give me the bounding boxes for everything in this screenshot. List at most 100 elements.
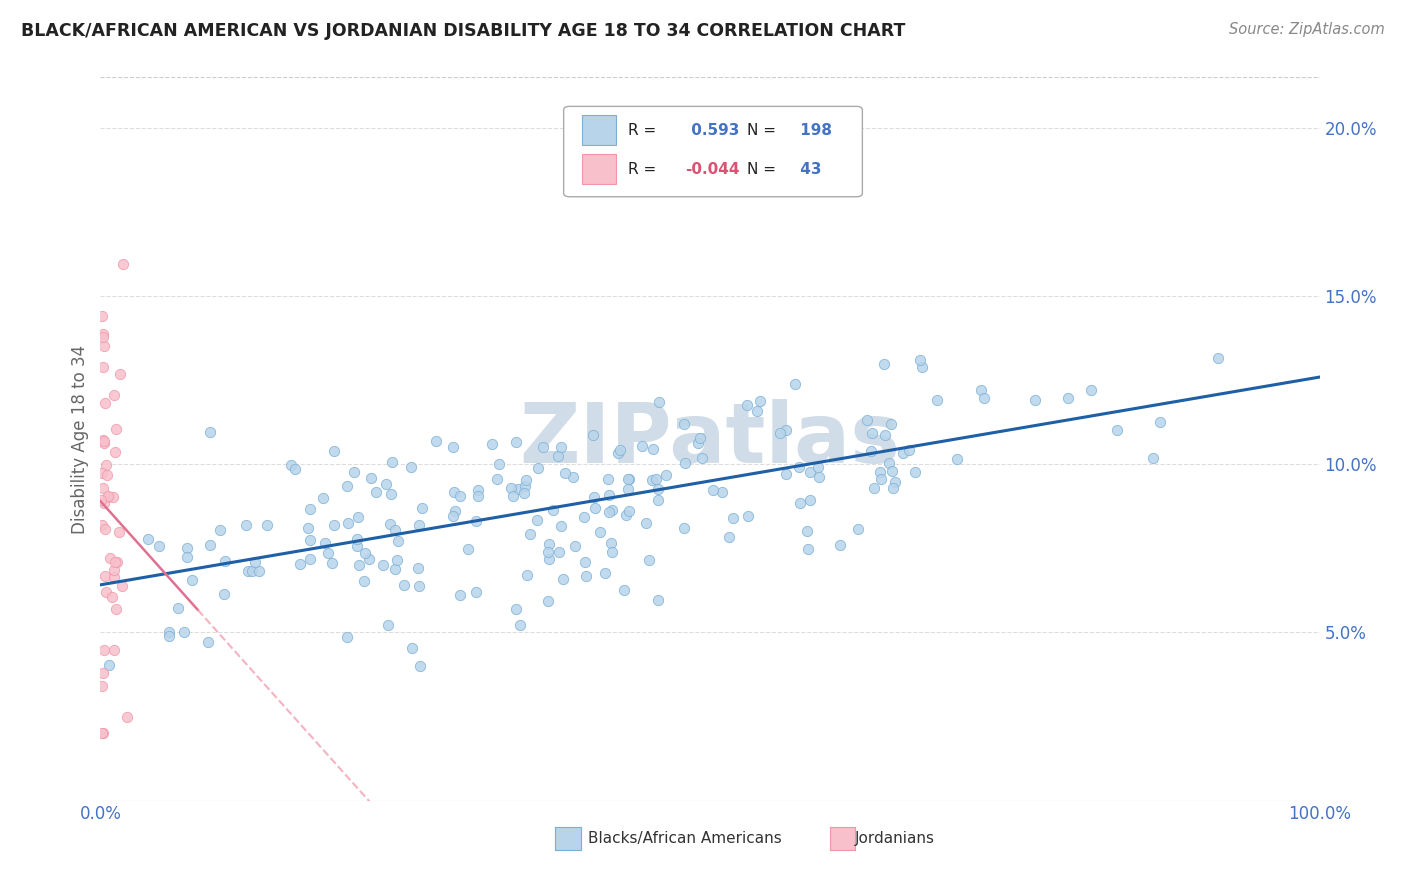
Point <box>702 483 724 498</box>
Point <box>235 518 257 533</box>
Point <box>564 539 586 553</box>
Point <box>1206 351 1229 366</box>
Text: 0.593: 0.593 <box>686 123 740 137</box>
Point <box>94 522 117 536</box>
Point <box>321 556 343 570</box>
Point <box>103 563 125 577</box>
Point <box>353 546 375 560</box>
Point <box>444 504 467 518</box>
Point <box>710 485 733 500</box>
Point <box>96 468 118 483</box>
Point <box>526 512 548 526</box>
Point <box>537 545 560 559</box>
Point <box>619 503 641 517</box>
Point <box>536 594 558 608</box>
Point <box>371 558 394 572</box>
Point <box>90 679 112 693</box>
Point <box>100 551 122 566</box>
Point <box>381 455 404 469</box>
Point <box>1024 393 1046 408</box>
Point <box>617 483 640 497</box>
Text: ZIPatlas: ZIPatlas <box>519 399 900 480</box>
Point <box>105 422 128 436</box>
Point <box>860 425 883 440</box>
Point <box>353 574 375 588</box>
Point <box>600 536 623 550</box>
Point <box>882 481 904 495</box>
Point <box>891 446 914 460</box>
Point <box>97 489 120 503</box>
Point <box>157 629 180 643</box>
Point <box>531 440 554 454</box>
Text: Source: ZipAtlas.com: Source: ZipAtlas.com <box>1229 22 1385 37</box>
Point <box>93 496 115 510</box>
Point <box>236 564 259 578</box>
Point <box>515 473 537 487</box>
Point <box>366 484 388 499</box>
Point <box>541 503 564 517</box>
Bar <box>582 154 616 185</box>
Point <box>485 472 508 486</box>
Point <box>860 443 883 458</box>
Point <box>198 425 221 439</box>
Point <box>111 579 134 593</box>
Point <box>105 555 128 569</box>
Point <box>90 726 112 740</box>
Point <box>443 484 465 499</box>
Point <box>464 585 486 599</box>
Point <box>467 483 489 497</box>
Point <box>505 602 527 616</box>
Point <box>385 553 408 567</box>
Point <box>94 585 117 599</box>
Point <box>166 600 188 615</box>
Point <box>280 458 302 472</box>
Point <box>91 726 114 740</box>
Point <box>101 590 124 604</box>
Point <box>911 359 934 374</box>
Point <box>214 587 236 601</box>
Point <box>516 567 538 582</box>
Point <box>336 479 359 493</box>
Point <box>312 491 335 505</box>
Point <box>575 569 598 583</box>
Point <box>735 398 758 412</box>
Point <box>830 538 852 552</box>
Point <box>91 433 114 447</box>
Point <box>93 396 115 410</box>
Point <box>425 434 447 448</box>
Point <box>925 392 948 407</box>
Point <box>672 521 695 535</box>
Point <box>97 657 120 672</box>
Point <box>550 440 572 454</box>
Point <box>359 552 381 566</box>
Text: -0.044: -0.044 <box>686 161 740 177</box>
Point <box>378 516 401 531</box>
Point <box>111 257 134 271</box>
Point <box>343 465 366 479</box>
Point <box>94 458 117 472</box>
Point <box>505 435 527 450</box>
FancyBboxPatch shape <box>564 106 862 197</box>
Point <box>862 481 884 495</box>
Point <box>869 465 891 479</box>
Point <box>347 558 370 573</box>
Point <box>209 523 232 537</box>
Point <box>598 505 620 519</box>
Point <box>538 552 561 566</box>
Point <box>513 486 536 500</box>
Point <box>574 509 596 524</box>
Point <box>148 539 170 553</box>
Point <box>787 460 810 475</box>
Point <box>1107 423 1129 437</box>
Point <box>93 339 115 353</box>
Point <box>600 545 623 559</box>
Point <box>775 423 797 437</box>
Point <box>115 709 138 723</box>
Point <box>613 582 636 597</box>
Point <box>749 393 772 408</box>
Point <box>1080 384 1102 398</box>
Point <box>392 578 415 592</box>
Point <box>197 635 219 649</box>
Point <box>548 545 571 559</box>
Point <box>240 564 263 578</box>
